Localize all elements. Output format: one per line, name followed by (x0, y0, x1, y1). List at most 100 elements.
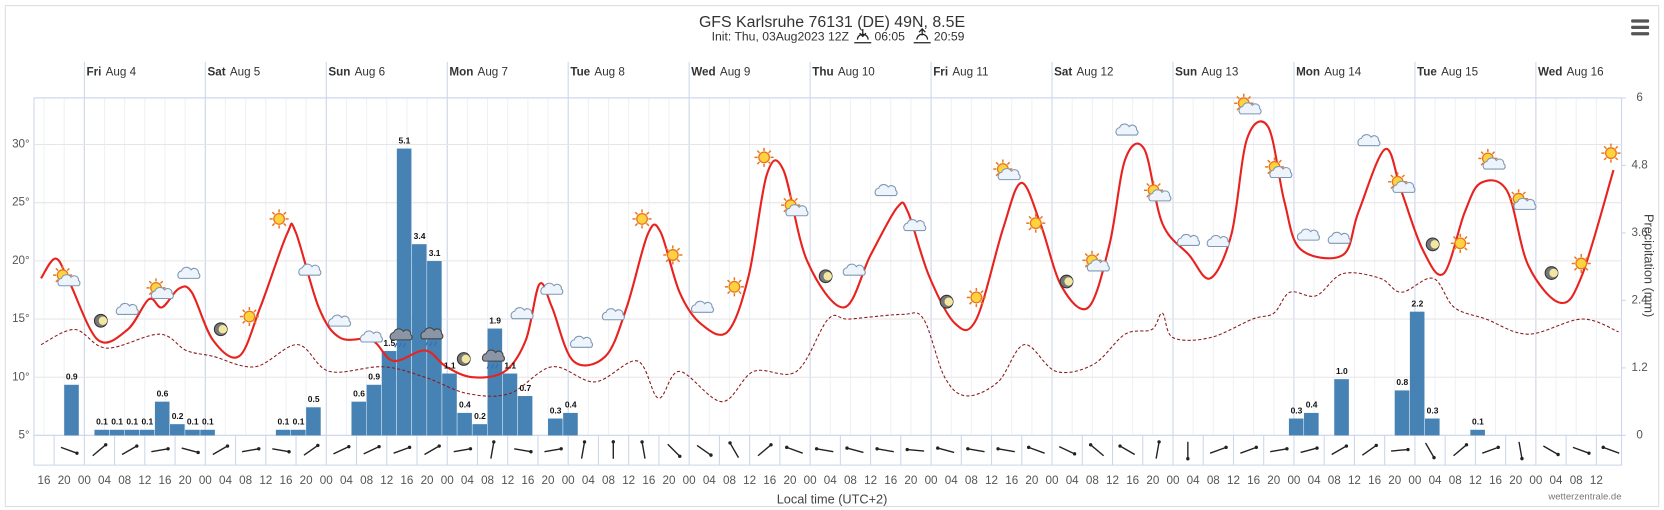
sun-ray (283, 222, 287, 227)
x-tick-label: 12 (985, 474, 998, 487)
sunrise-time: 06:05 (874, 30, 905, 44)
sun-ray (1247, 95, 1252, 100)
x-tick-label: 12 (1227, 474, 1240, 487)
cloud (389, 328, 413, 341)
sun-ray (676, 247, 681, 252)
x-tick-label: 16 (1489, 474, 1502, 487)
y2-tick-label: 6 (1636, 91, 1642, 104)
temperature-line (40, 120, 1615, 379)
wind-arrow (1300, 447, 1318, 454)
cloud (420, 327, 444, 340)
date: Aug 10 (838, 66, 875, 79)
cloud (1357, 134, 1381, 147)
x-tick-label: 16 (38, 474, 51, 487)
wind-arrow-head (1224, 445, 1228, 450)
x-tick-label: 04 (461, 474, 474, 487)
bar-label: 0.4 (565, 400, 577, 410)
x-tick-label: 20 (542, 474, 555, 487)
wind-arrow (453, 448, 471, 453)
x-tick-label: 00 (804, 474, 817, 487)
x-tick-label: 04 (219, 474, 232, 487)
y-tick-label: 5° (19, 428, 30, 441)
y2-tick-label: 1.2 (1631, 361, 1647, 374)
sun-ray (665, 247, 669, 252)
x-tick-label: 04 (1550, 474, 1563, 487)
wind-arrow (151, 448, 169, 453)
wind-arrow-head (529, 450, 533, 454)
bar-label: 0.3 (1291, 405, 1303, 415)
bar-label: 0.1 (126, 417, 138, 427)
y2-tick-label: 4.8 (1631, 159, 1647, 172)
day-label: Sat Aug 12 (1054, 66, 1113, 79)
sun-ray (1028, 227, 1032, 231)
precip-bar (109, 429, 125, 436)
sun-ray (1267, 170, 1271, 175)
precip-bar (411, 244, 427, 436)
weekday: Tue (1417, 66, 1437, 79)
wind-arrow-head (1601, 445, 1605, 450)
x-tick-label: 04 (98, 474, 111, 487)
rain (424, 341, 437, 347)
wind-arrow-head (1520, 456, 1524, 461)
sun-ray (1146, 194, 1150, 198)
wind-arrow-head (1118, 444, 1122, 448)
sun-ray (1084, 264, 1089, 268)
sun-ray (727, 290, 731, 295)
wind-arrow-head (1464, 443, 1469, 447)
wind-arrow-head (1315, 446, 1319, 450)
bar-label: 2.2 (1412, 298, 1424, 308)
day-label: Sat Aug 5 (207, 66, 260, 79)
precip-bar (396, 148, 412, 436)
sun-ray (756, 161, 761, 165)
x-tick-label: 12 (259, 474, 272, 487)
cloud (510, 307, 534, 320)
x-tick-label: 20 (179, 474, 192, 487)
day-label: Sun Aug 6 (328, 66, 385, 79)
weekday: Fri (86, 66, 101, 79)
bar-label: 1.1 (504, 360, 516, 370)
bar-label: 5.1 (399, 135, 411, 145)
y-tick-label: 15° (12, 312, 30, 325)
sun-ray (159, 280, 164, 284)
sun-ray (1573, 267, 1578, 271)
moon-light (1430, 240, 1440, 249)
precip-bar (124, 429, 140, 436)
menu-button[interactable] (1631, 19, 1650, 36)
sun-ray (242, 309, 246, 313)
x-tick-label: 20 (300, 474, 313, 487)
wind-arrow-head (640, 440, 644, 444)
y2-tick-label: 0 (1636, 428, 1643, 441)
moon-light (823, 271, 832, 281)
cloud (481, 349, 505, 362)
weekday: Wed (691, 66, 715, 79)
sun-ray (148, 291, 153, 296)
precip-bar (275, 429, 291, 436)
cloud (1086, 259, 1110, 272)
wind-arrow-head (1556, 452, 1560, 457)
wind-arrow (212, 445, 228, 456)
sunset-time: 20:59 (934, 30, 965, 44)
sun-ray (1236, 95, 1240, 100)
wind-arrow-head (875, 447, 879, 451)
x-tick-label: 12 (138, 474, 151, 487)
bar-label: 0.3 (1427, 405, 1439, 415)
x-tick-label: 04 (945, 474, 958, 487)
wind-arrow (121, 445, 138, 456)
cloud (1238, 102, 1262, 115)
wind-arrow-head (75, 451, 79, 455)
day-label: Tue Aug 15 (1417, 66, 1478, 79)
x-tick-label: 16 (279, 474, 292, 487)
sun-ray (980, 301, 984, 305)
sunrise-icon (854, 28, 872, 44)
precip-bar (548, 418, 563, 436)
precip-bar (427, 261, 442, 436)
cloud (115, 302, 139, 315)
x-tick-label: 20 (904, 474, 917, 487)
sun-ray (1390, 174, 1394, 178)
wind-arrow (1518, 441, 1523, 459)
cloud (997, 168, 1021, 181)
precip-bar (1424, 418, 1440, 436)
sun-ray (1511, 202, 1515, 207)
sun-ray (1603, 157, 1607, 161)
cloud (1148, 189, 1172, 202)
